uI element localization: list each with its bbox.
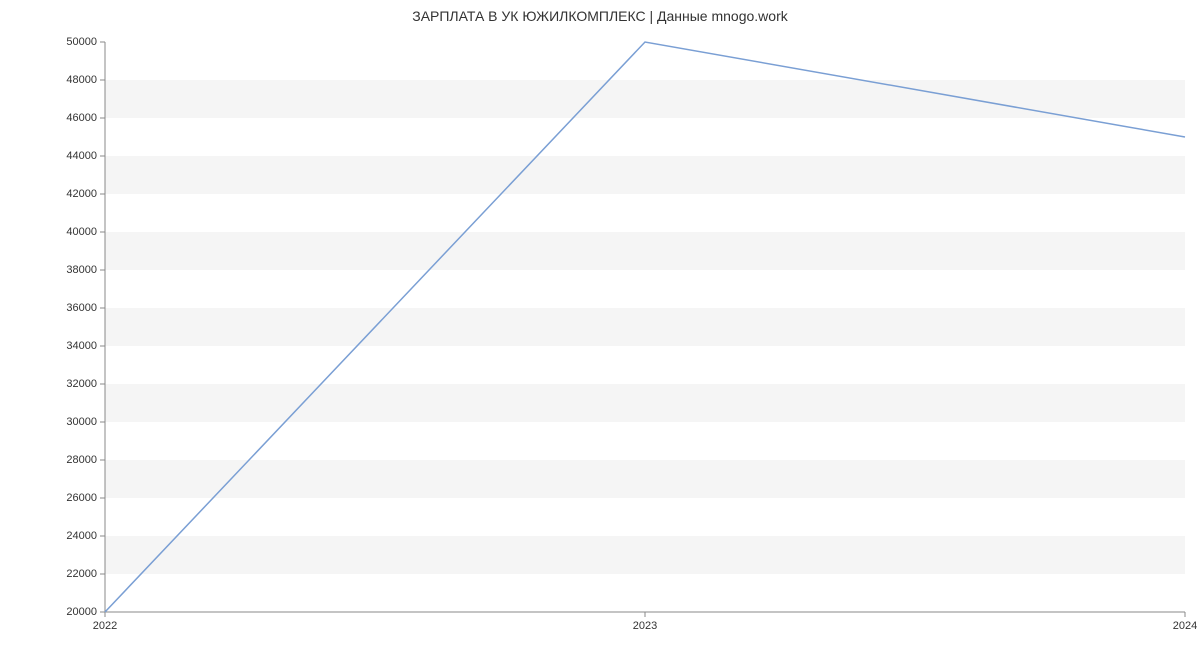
chart-title: ЗАРПЛАТА В УК ЮЖИЛКОМПЛЕКС | Данные mnog… [0,0,1200,32]
x-tick-label: 2022 [93,620,117,632]
y-tick-label: 44000 [47,150,97,162]
y-tick-label: 24000 [47,530,97,542]
chart-area: 20000 22000 24000 26000 28000 30000 32000 34000… [0,32,1200,652]
y-tick-label: 34000 [47,340,97,352]
y-tick-label: 26000 [47,492,97,504]
y-tick-label: 36000 [47,302,97,314]
y-tick-label: 32000 [47,378,97,390]
y-tick-label: 50000 [47,36,97,48]
y-tick-label: 20000 [47,606,97,618]
y-tick-label: 38000 [47,264,97,276]
y-tick-label: 22000 [47,568,97,580]
x-tick-label: 2023 [633,620,657,632]
x-tick-label: 2024 [1173,620,1197,632]
y-tick-label: 28000 [47,454,97,466]
y-tick-label: 48000 [47,74,97,86]
y-tick-label: 46000 [47,112,97,124]
y-tick-label: 30000 [47,416,97,428]
y-tick-label: 40000 [47,226,97,238]
y-tick-label: 42000 [47,188,97,200]
